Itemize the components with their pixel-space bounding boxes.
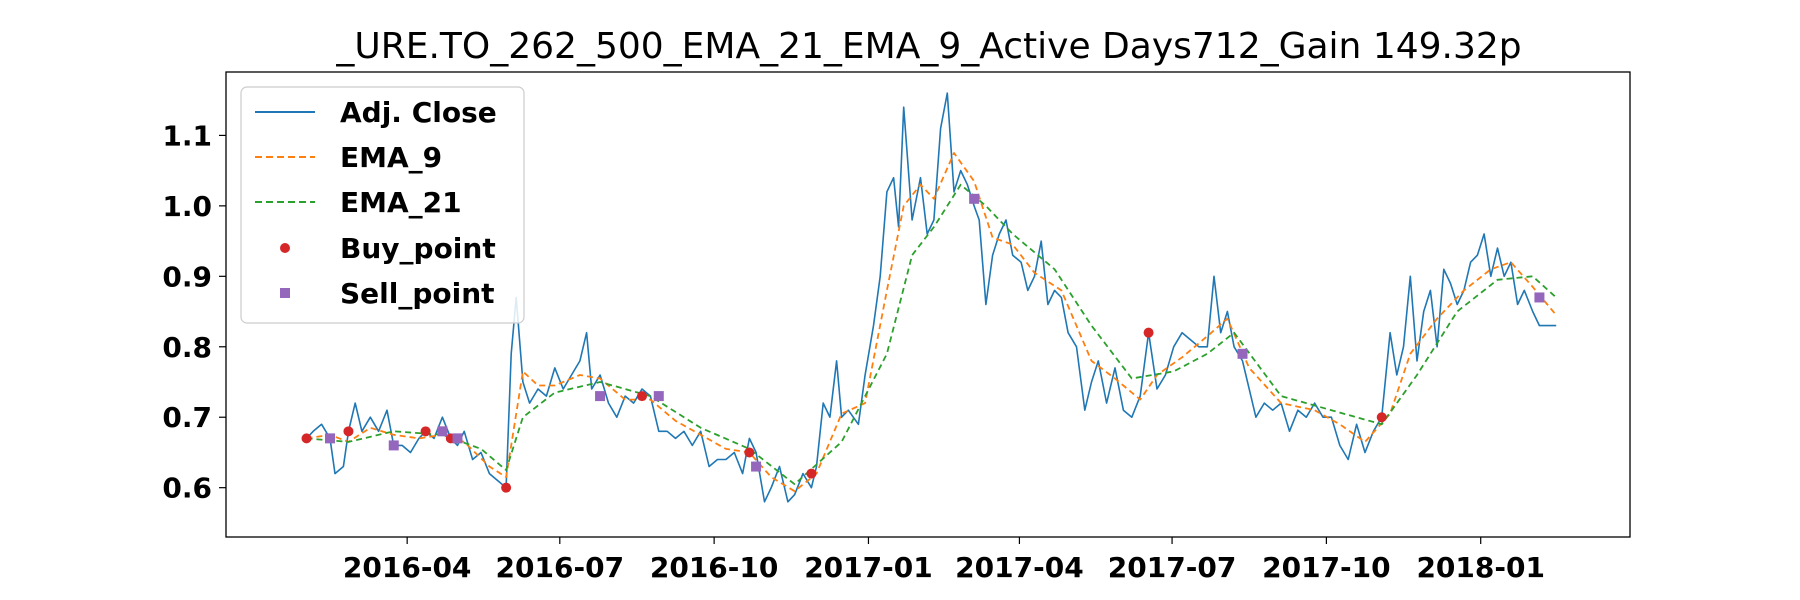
series-line-ema-21 — [306, 183, 1557, 486]
y-axis: 0.6 0.7 0.8 0.9 1.0 1.1 — [162, 119, 226, 505]
x-tick-label: 2016-07 — [496, 551, 625, 584]
legend-label-sell-point: Sell_point — [340, 277, 495, 310]
sell-point-marker — [1534, 292, 1545, 303]
legend-box — [240, 86, 525, 324]
x-tick-label: 2018-01 — [1416, 551, 1545, 584]
x-tick-label: 2017-04 — [955, 551, 1084, 584]
y-tick-label: 0.6 — [162, 472, 212, 505]
buy-point-marker — [1143, 327, 1154, 338]
buy-point-marker — [301, 433, 312, 444]
sell-point-marker — [437, 426, 448, 437]
legend: Adj. Close EMA_9 EMA_21 Buy_point Sell_p… — [240, 86, 525, 324]
y-tick-label: 0.9 — [162, 260, 212, 293]
buy-point-marker — [806, 468, 817, 479]
sell-point-marker — [653, 391, 664, 402]
x-tick-label: 2016-10 — [650, 551, 779, 584]
sell-point-marker — [969, 193, 980, 204]
sell-point-marker — [452, 433, 463, 444]
sell-point-marker — [1237, 348, 1248, 359]
plot-markers — [301, 193, 1545, 493]
buy-point-marker — [1376, 412, 1387, 423]
sell-point-marker — [325, 433, 335, 444]
y-tick-label: 0.7 — [162, 401, 212, 434]
sell-point-marker — [751, 461, 762, 472]
legend-swatch-sell-point — [280, 288, 290, 298]
buy-point-marker — [637, 391, 647, 402]
legend-label-buy-point: Buy_point — [340, 232, 496, 265]
y-tick-label: 1.1 — [162, 119, 212, 152]
plot-frame — [225, 71, 1631, 538]
legend-label-ema-9: EMA_9 — [340, 141, 442, 174]
legend-label-ema-21: EMA_21 — [340, 186, 462, 219]
y-tick-label: 0.8 — [162, 331, 212, 364]
buy-point-marker — [420, 426, 431, 437]
legend-swatch-buy-point — [280, 243, 290, 253]
x-axis: 2016-04 2016-07 2016-10 2017-01 2017-04 2017-… — [343, 537, 1545, 584]
chart-title: _URE.TO_262_500_EMA_21_EMA_9_Active Days… — [335, 26, 1521, 67]
sell-point-marker — [595, 391, 606, 402]
x-tick-label: 2017-10 — [1262, 551, 1391, 584]
x-tick-label: 2016-04 — [343, 551, 472, 584]
sell-point-marker — [388, 440, 399, 451]
x-tick-label: 2017-01 — [804, 551, 933, 584]
legend-label-adj-close: Adj. Close — [340, 96, 497, 129]
y-tick-label: 1.0 — [162, 190, 212, 223]
buy-point-marker — [343, 426, 354, 437]
buy-point-marker — [744, 447, 755, 458]
buy-point-marker — [501, 482, 512, 493]
x-tick-label: 2017-07 — [1108, 551, 1237, 584]
